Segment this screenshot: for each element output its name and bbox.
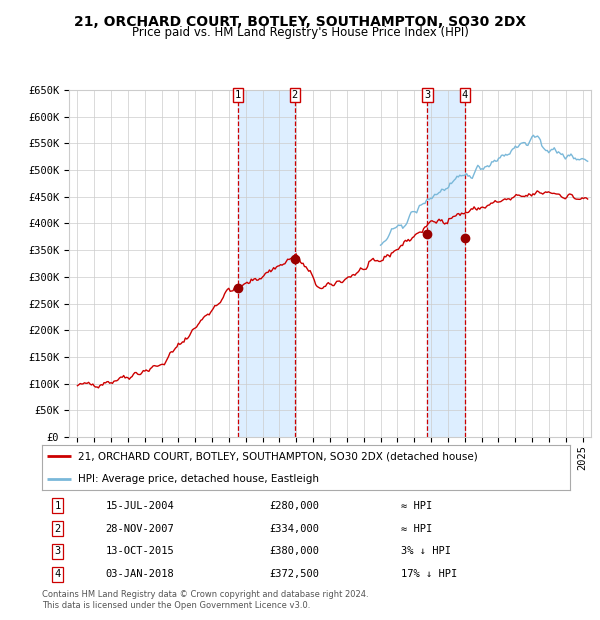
Text: 28-NOV-2007: 28-NOV-2007 (106, 523, 174, 534)
Text: Contains HM Land Registry data © Crown copyright and database right 2024.
This d: Contains HM Land Registry data © Crown c… (42, 590, 368, 609)
Text: HPI: Average price, detached house, Eastleigh: HPI: Average price, detached house, East… (78, 474, 319, 484)
Text: ≈ HPI: ≈ HPI (401, 523, 432, 534)
Text: 1: 1 (235, 90, 241, 100)
Text: 21, ORCHARD COURT, BOTLEY, SOUTHAMPTON, SO30 2DX (detached house): 21, ORCHARD COURT, BOTLEY, SOUTHAMPTON, … (78, 451, 478, 461)
Text: 13-OCT-2015: 13-OCT-2015 (106, 546, 174, 557)
Text: £280,000: £280,000 (269, 500, 319, 511)
Text: £334,000: £334,000 (269, 523, 319, 534)
Text: 21, ORCHARD COURT, BOTLEY, SOUTHAMPTON, SO30 2DX: 21, ORCHARD COURT, BOTLEY, SOUTHAMPTON, … (74, 16, 526, 30)
Text: 15-JUL-2004: 15-JUL-2004 (106, 500, 174, 511)
Bar (238, 90, 295, 437)
Text: 4: 4 (462, 90, 468, 100)
Text: 17% ↓ HPI: 17% ↓ HPI (401, 569, 457, 580)
Text: 3% ↓ HPI: 3% ↓ HPI (401, 546, 451, 557)
Text: £372,500: £372,500 (269, 569, 319, 580)
Bar (427, 90, 465, 437)
Text: 03-JAN-2018: 03-JAN-2018 (106, 569, 174, 580)
Text: 4: 4 (55, 569, 61, 580)
Text: Price paid vs. HM Land Registry's House Price Index (HPI): Price paid vs. HM Land Registry's House … (131, 26, 469, 39)
Text: 3: 3 (55, 546, 61, 557)
Text: 2: 2 (55, 523, 61, 534)
Text: £380,000: £380,000 (269, 546, 319, 557)
Text: 1: 1 (55, 500, 61, 511)
Text: 3: 3 (424, 90, 430, 100)
Text: ≈ HPI: ≈ HPI (401, 500, 432, 511)
Text: 2: 2 (292, 90, 298, 100)
